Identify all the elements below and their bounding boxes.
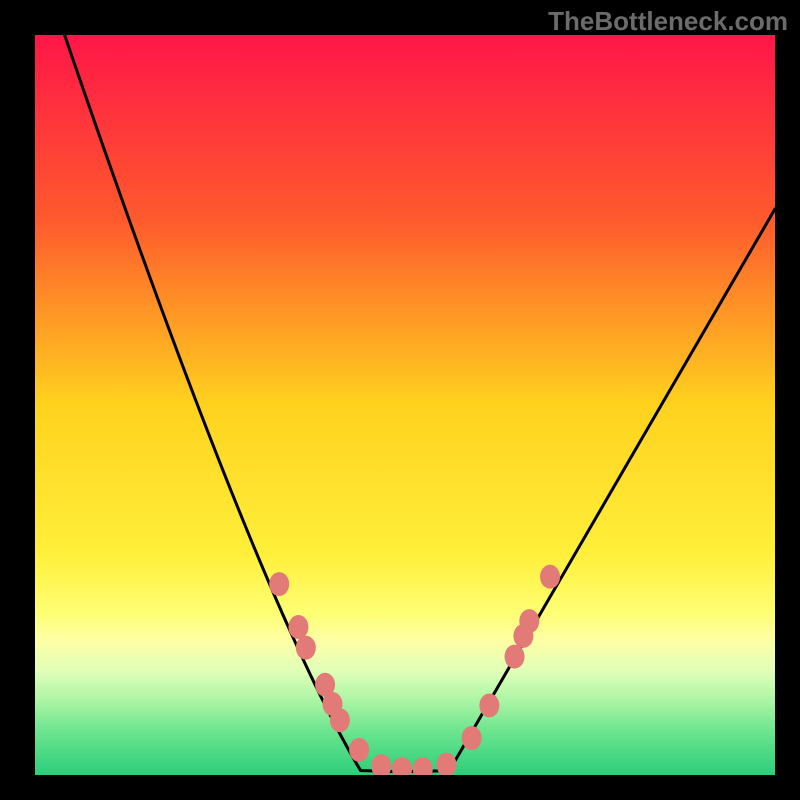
curve-marker (519, 609, 539, 633)
curve-marker (462, 726, 482, 750)
watermark-text: TheBottleneck.com (548, 6, 788, 37)
curve-marker (505, 645, 525, 669)
curve-marker (349, 738, 369, 762)
curve-marker (413, 757, 433, 781)
chart-stage: TheBottleneck.com (0, 0, 800, 800)
curve-marker (288, 615, 308, 639)
curve-marker (330, 708, 350, 732)
curve-marker (371, 754, 391, 778)
plot-background (35, 35, 775, 775)
curve-marker (540, 565, 560, 589)
bottleneck-curve-plot (0, 0, 800, 800)
curve-marker (296, 636, 316, 660)
curve-marker (436, 753, 456, 777)
curve-marker (269, 572, 289, 596)
curve-marker (479, 693, 499, 717)
curve-marker (392, 757, 412, 781)
